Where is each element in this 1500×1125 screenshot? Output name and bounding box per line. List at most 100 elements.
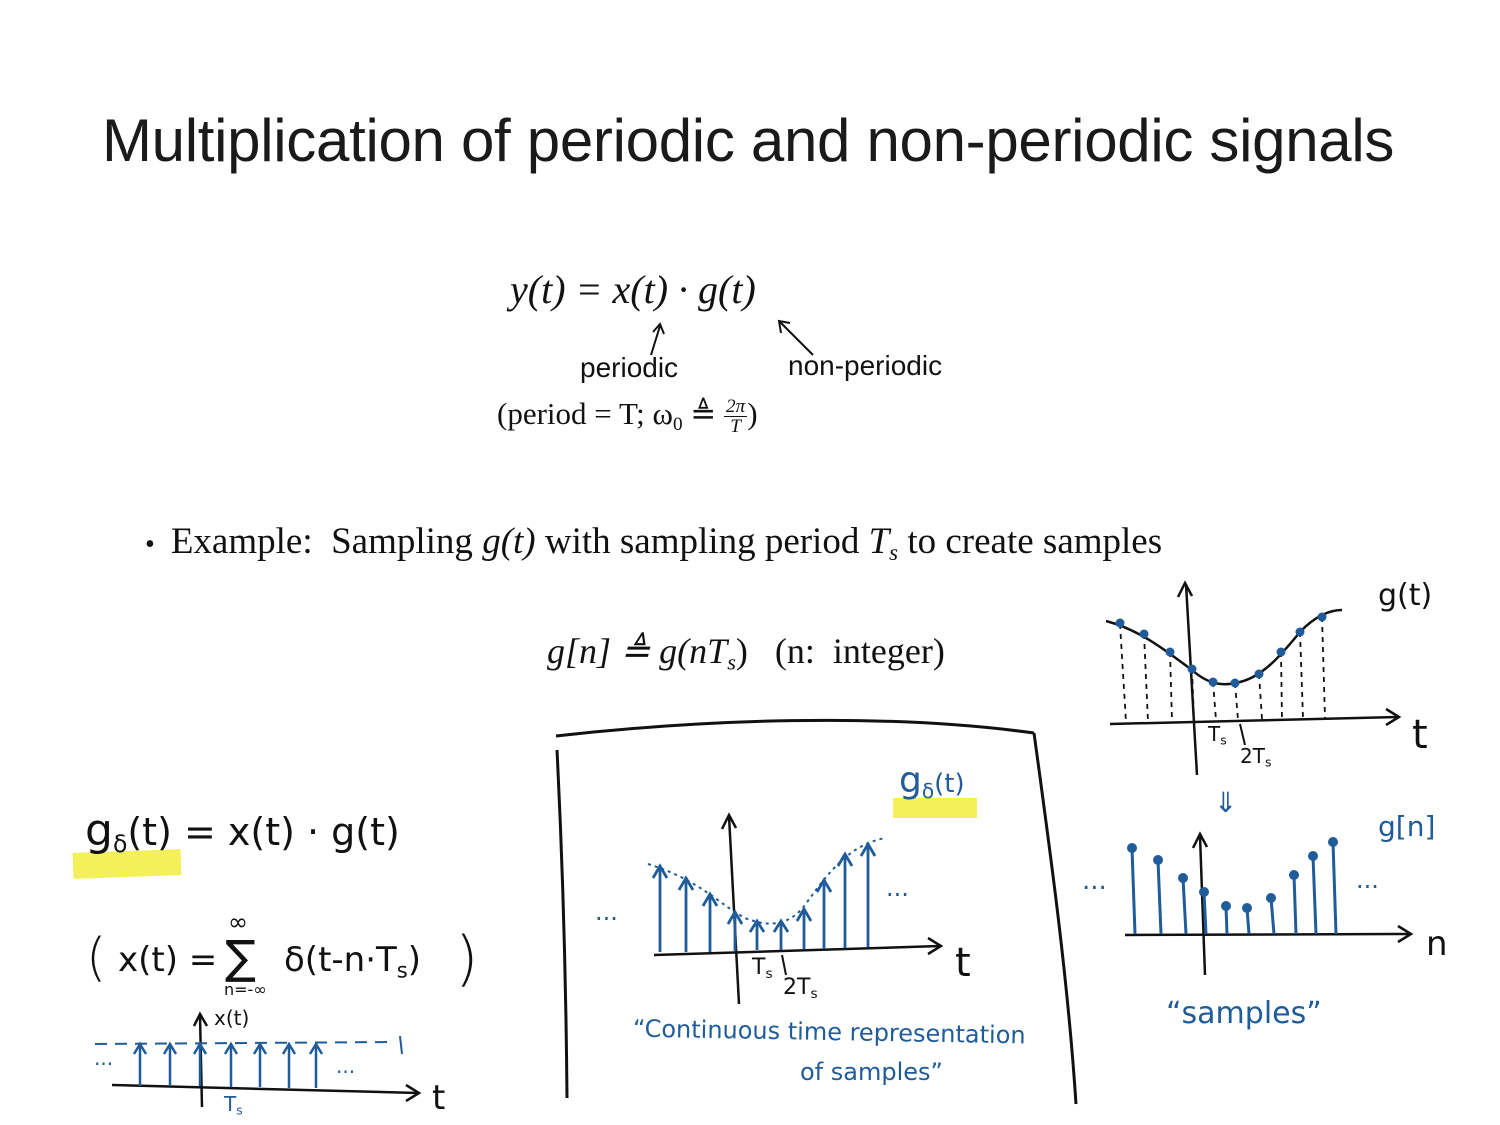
impulse-3-head2 <box>192 1041 208 1055</box>
bullet-Ts-sub: s <box>889 539 899 565</box>
x-def-delta: δ(t-n·Ts) <box>284 940 421 982</box>
impulse-1-head <box>132 1041 148 1055</box>
g-delta-2Ts-label: 2Ts <box>783 975 818 1002</box>
gd-7-head <box>795 906 813 922</box>
g-delta-t-arrowhead <box>927 936 944 956</box>
x-def-body: x(t) = <box>118 940 218 980</box>
gt-sl-2 <box>1143 633 1149 723</box>
impulse-6-head <box>281 1041 297 1055</box>
gn-dot-8 <box>1289 870 1299 880</box>
gt-Ts-label: Ts <box>1208 722 1227 748</box>
periodic-label: periodic <box>580 352 679 383</box>
gt-dot-6 <box>1230 678 1240 688</box>
gt-sl-6 <box>1234 682 1239 721</box>
down-arrow-icon: ⇓ <box>1214 786 1238 819</box>
bullet-text-a: Example: Sampling <box>170 521 483 562</box>
gt-dot-5 <box>1208 677 1218 687</box>
gn-dot-6 <box>1242 903 1252 913</box>
omega-sub: 0 <box>672 413 683 435</box>
gd-1-head <box>651 863 669 879</box>
g-delta-dots-left: ... <box>595 898 618 926</box>
sample-def-rhs: ) (n: integer) <box>735 631 945 671</box>
gt-sl-4 <box>1191 668 1195 722</box>
gn-dot-5 <box>1221 901 1231 911</box>
gt-dot-3 <box>1165 647 1175 657</box>
sum-bottom: n=-∞ <box>224 980 267 999</box>
gt-dot-1 <box>1115 618 1125 628</box>
gn-dot-7 <box>1266 893 1276 903</box>
gt-sample-lines <box>1119 616 1326 723</box>
gn-dot-4 <box>1199 887 1209 897</box>
gt-dot-9 <box>1295 627 1305 637</box>
gt-label: g(t) <box>1378 578 1433 613</box>
g-delta-t-label: t <box>955 940 971 986</box>
g-delta-2Ts-text: 2T <box>783 975 811 1000</box>
impulse-t-label: t <box>432 1078 446 1118</box>
main-equation: y(t) = x(t) · g(t) <box>510 267 756 312</box>
sample-def-sub: s <box>727 649 736 675</box>
gd-4-head <box>726 909 744 925</box>
box-right-edge <box>1032 732 1078 1105</box>
close-paren: ) <box>747 396 758 431</box>
impulse-train-t-axis <box>111 1083 419 1095</box>
frac-num: 2π <box>724 396 748 418</box>
gt-sl-9 <box>1299 631 1304 719</box>
g-delta-rest: (t) = x(t) · g(t) <box>127 810 400 854</box>
period-note: (period = T; ω0 ≜ 2π T) <box>497 396 758 437</box>
gn-dots-right: ... <box>1356 866 1379 894</box>
g-delta-y-axis <box>727 815 741 1005</box>
g-delta-box-g: g <box>899 760 922 801</box>
g-delta-box-label: gδ(t) <box>899 760 965 803</box>
bullet-symbol: • <box>145 529 155 560</box>
gn-dot-2 <box>1153 855 1163 865</box>
gt-dot-7 <box>1254 669 1264 679</box>
gt-2Ts-label: 2Ts <box>1240 744 1271 770</box>
gt-2Ts-pointer <box>1239 723 1246 746</box>
g-delta-sub: δ <box>112 830 128 859</box>
g-delta-y-arrowhead <box>720 812 738 830</box>
gt-t-label: t <box>1412 712 1428 758</box>
impulse-7-head <box>308 1041 324 1055</box>
x-def-lparen: ( <box>86 928 107 988</box>
gt-sl-5 <box>1212 681 1217 721</box>
gd-9-head <box>836 851 854 867</box>
gn-stem-3 <box>1181 877 1188 935</box>
gn-n-axis <box>1124 932 1411 937</box>
gt-sl-3 <box>1169 651 1173 722</box>
defined-as-symbol: ≜ <box>690 396 717 431</box>
two-pi-over-T: 2π T <box>724 396 748 437</box>
impulse-Ts-T: T <box>224 1092 237 1116</box>
gt-dot-8 <box>1276 647 1286 657</box>
gn-dot-9 <box>1308 851 1318 861</box>
period-note-text: (period = T; ω <box>497 396 673 431</box>
impulse-Ts-label: Ts <box>224 1092 243 1118</box>
example-bullet: • Example: Sampling g(t) with sampling pe… <box>145 520 1162 566</box>
gn-y-axis <box>1198 835 1207 976</box>
gn-stem-9 <box>1311 855 1318 935</box>
highlight-g-delta-box <box>893 798 977 818</box>
gt-sl-1 <box>1119 623 1127 723</box>
impulse-4-head <box>223 1041 239 1055</box>
gd-2-head <box>677 875 695 891</box>
sample-def-lhs: g[n] ≜ g(nT <box>547 631 728 671</box>
gn-stem-1 <box>1130 847 1137 935</box>
gn-n-label: n <box>1426 924 1448 964</box>
gd-10-head <box>859 841 877 857</box>
gt-sl-10 <box>1321 616 1326 719</box>
x-def-delta-sub: s <box>396 957 408 983</box>
sample-definition: g[n] ≜ g(nTs) (n: integer) <box>547 630 945 676</box>
gt-sample-dots <box>1115 612 1327 688</box>
g-delta-dots-right: ... <box>886 874 909 902</box>
gd-5-head <box>748 918 766 933</box>
gn-stem-4 <box>1202 891 1208 935</box>
gt-t-axis <box>1109 715 1399 726</box>
bullet-text-b: with sampling period <box>535 521 869 562</box>
impulse-dots-left: ... <box>94 1046 114 1070</box>
g-delta-Ts-label: Ts <box>752 955 773 982</box>
g-delta-Ts-sub: s <box>765 966 773 983</box>
bullet-g-of-t: g(t) <box>482 521 536 562</box>
gt-2Ts-sub: s <box>1264 754 1272 770</box>
